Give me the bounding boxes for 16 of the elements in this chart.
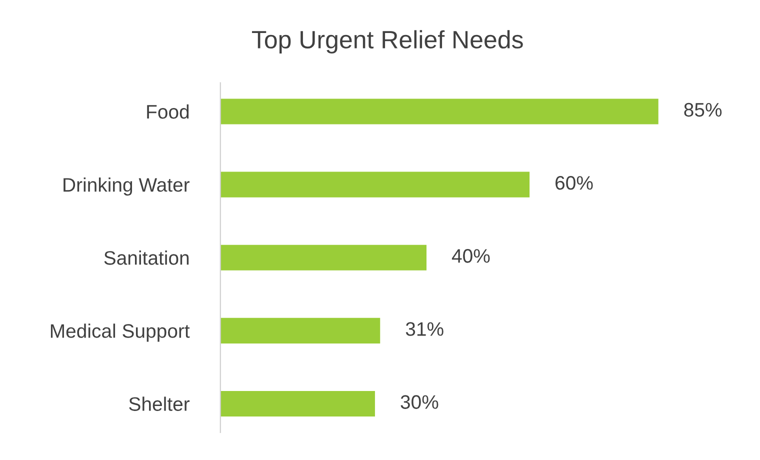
y-tick-label: Medical Support xyxy=(50,324,190,342)
data-label: 30% xyxy=(400,395,438,409)
bar xyxy=(220,98,658,124)
data-label: 60% xyxy=(556,176,593,190)
data-label: 40% xyxy=(452,249,490,263)
chart-title: Top Urgent Relief Needs xyxy=(252,30,523,54)
y-tick-label: Drinking Water xyxy=(64,177,190,196)
bar xyxy=(220,318,380,344)
bar xyxy=(220,244,426,270)
bar xyxy=(220,390,375,417)
data-label: 31% xyxy=(406,322,444,336)
data-label: 85% xyxy=(684,102,722,117)
y-tick-label: Food xyxy=(147,104,189,119)
y-tick-label: Shelter xyxy=(129,396,190,411)
bar xyxy=(220,172,530,198)
y-tick-label: Sanitation xyxy=(104,250,189,265)
